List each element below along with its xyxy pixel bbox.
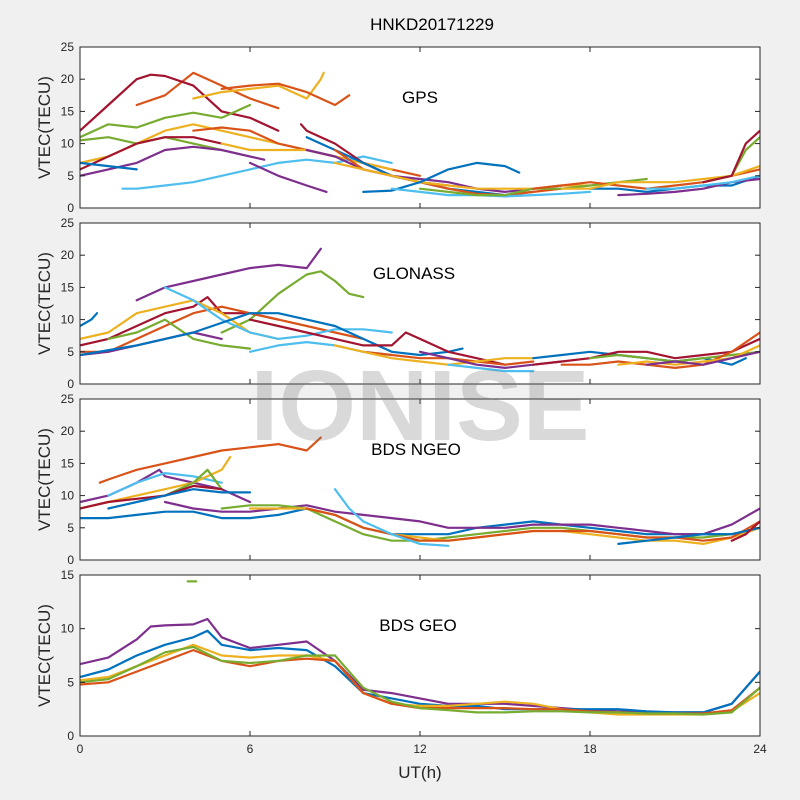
series-line-1 bbox=[80, 629, 760, 714]
panel-label: GPS bbox=[402, 88, 438, 107]
series-line-14 bbox=[730, 520, 760, 542]
y-tick-label: 5 bbox=[67, 675, 74, 689]
series-line-21 bbox=[645, 350, 760, 366]
panel-label: BDS NGEO bbox=[371, 440, 461, 459]
y-tick-label: 20 bbox=[61, 248, 75, 262]
panel-3: 0 5 10 15 0 6 12 18 24 VTEC(TECU) BDS GEO UT(h) bbox=[35, 568, 767, 782]
series-line-7 bbox=[80, 145, 266, 177]
y-tick-label: 0 bbox=[67, 553, 74, 567]
y-tick-label: 20 bbox=[61, 424, 75, 438]
series-line-13 bbox=[248, 161, 328, 193]
y-tick-label: 10 bbox=[61, 313, 75, 327]
x-tick-label: 18 bbox=[583, 742, 597, 756]
y-tick-label: 15 bbox=[61, 568, 75, 582]
series-line-8 bbox=[163, 500, 760, 536]
panel-label: BDS GEO bbox=[379, 616, 456, 635]
series-line-3 bbox=[220, 82, 351, 107]
y-tick-label: 25 bbox=[61, 216, 75, 230]
y-tick-label: 0 bbox=[67, 729, 74, 743]
y-tick-label: 0 bbox=[67, 377, 74, 391]
series-line-1 bbox=[135, 247, 322, 302]
panels-group: 0 5 10 15 20 25 VTEC(TECU) GPS 0 5 10 15 20 25 VTEC(TE… bbox=[35, 40, 767, 782]
x-tick-label: 12 bbox=[413, 742, 427, 756]
series-line-7 bbox=[107, 318, 252, 350]
y-tick-label: 15 bbox=[61, 280, 75, 294]
x-tick-label: 6 bbox=[247, 742, 254, 756]
series-line-5 bbox=[80, 484, 223, 510]
series-line-19 bbox=[362, 161, 521, 193]
y-axis-label: VTEC(TECU) bbox=[35, 604, 54, 707]
series-line-4 bbox=[80, 645, 760, 716]
series-line-6 bbox=[163, 286, 393, 340]
series-line-10 bbox=[248, 318, 507, 366]
y-tick-label: 10 bbox=[61, 137, 75, 151]
series-group bbox=[80, 580, 760, 716]
y-tick-label: 5 bbox=[67, 345, 74, 359]
x-tick-label: 0 bbox=[77, 742, 84, 756]
series-line-0 bbox=[80, 312, 99, 328]
series-line-8 bbox=[80, 136, 223, 171]
series-line-2 bbox=[192, 71, 325, 100]
y-tick-label: 10 bbox=[61, 622, 75, 636]
series-line-13 bbox=[333, 344, 535, 366]
series-line-17 bbox=[532, 337, 760, 366]
x-axis-label: UT(h) bbox=[398, 763, 441, 782]
series-line-11 bbox=[305, 507, 760, 542]
series-line-28 bbox=[645, 174, 760, 190]
series-group bbox=[80, 247, 760, 373]
series-line-7 bbox=[80, 507, 760, 536]
y-tick-label: 25 bbox=[61, 392, 75, 406]
y-tick-label: 20 bbox=[61, 72, 75, 86]
series-line-9 bbox=[80, 161, 138, 171]
series-line-0 bbox=[135, 71, 280, 110]
series-line-16 bbox=[305, 148, 563, 193]
panel-0: 0 5 10 15 20 25 VTEC(TECU) GPS bbox=[35, 40, 761, 215]
panel-2: 0 5 10 15 20 25 VTEC(TECU) BDS NGEO bbox=[35, 392, 761, 567]
series-line-0 bbox=[98, 436, 322, 484]
series-line-4 bbox=[163, 468, 223, 497]
figure-title: HNKD20171229 bbox=[370, 15, 494, 34]
y-tick-label: 5 bbox=[67, 521, 74, 535]
series-line-9 bbox=[80, 312, 464, 357]
series-line-27 bbox=[702, 129, 760, 184]
series-line-15 bbox=[447, 363, 535, 373]
y-tick-label: 25 bbox=[61, 40, 75, 54]
series-line-13 bbox=[617, 526, 760, 545]
series-line-3 bbox=[80, 296, 280, 347]
series-group bbox=[80, 71, 760, 198]
panel-label: GLONASS bbox=[373, 264, 455, 283]
series-line-1 bbox=[80, 73, 280, 132]
y-tick-label: 15 bbox=[61, 104, 75, 118]
y-tick-label: 15 bbox=[61, 456, 75, 470]
y-tick-label: 5 bbox=[67, 169, 74, 183]
series-group bbox=[80, 436, 760, 547]
y-tick-label: 0 bbox=[67, 201, 74, 215]
series-line-19 bbox=[560, 331, 760, 369]
watermark: IONISE bbox=[251, 350, 590, 462]
panel-1: 0 5 10 15 20 25 VTEC(TECU) GLONASS bbox=[35, 216, 761, 391]
series-line-6 bbox=[107, 488, 252, 510]
series-line-12 bbox=[333, 488, 450, 547]
series-line-4 bbox=[80, 305, 365, 353]
x-tick-label: 24 bbox=[753, 742, 767, 756]
y-axis-label: VTEC(TECU) bbox=[35, 76, 54, 179]
y-tick-label: 10 bbox=[61, 489, 75, 503]
series-line-4 bbox=[80, 103, 252, 139]
y-axis-label: VTEC(TECU) bbox=[35, 252, 54, 355]
y-axis-label: VTEC(TECU) bbox=[35, 428, 54, 531]
